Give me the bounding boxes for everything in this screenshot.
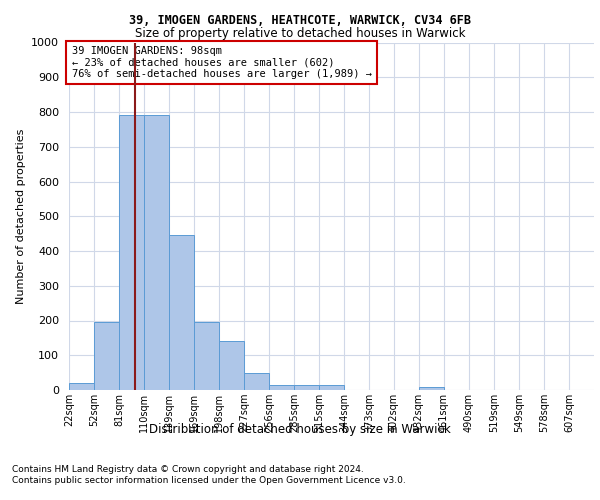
Bar: [144, 116, 169, 390]
Text: 39 IMOGEN GARDENS: 98sqm
← 23% of detached houses are smaller (602)
76% of semi-: 39 IMOGEN GARDENS: 98sqm ← 23% of detach…: [71, 46, 371, 79]
Bar: [194, 322, 219, 390]
Bar: [169, 236, 194, 390]
Text: Size of property relative to detached houses in Warwick: Size of property relative to detached ho…: [135, 28, 465, 40]
Bar: [119, 116, 144, 390]
Bar: [219, 342, 244, 390]
Bar: [419, 386, 444, 390]
Bar: [269, 385, 294, 390]
Bar: [294, 386, 319, 390]
Bar: [94, 322, 119, 390]
Bar: [319, 386, 344, 390]
Text: Contains HM Land Registry data © Crown copyright and database right 2024.: Contains HM Land Registry data © Crown c…: [12, 465, 364, 474]
Y-axis label: Number of detached properties: Number of detached properties: [16, 128, 26, 304]
Text: Distribution of detached houses by size in Warwick: Distribution of detached houses by size …: [149, 422, 451, 436]
Bar: [69, 383, 94, 390]
Bar: [244, 372, 269, 390]
Text: Contains public sector information licensed under the Open Government Licence v3: Contains public sector information licen…: [12, 476, 406, 485]
Text: 39, IMOGEN GARDENS, HEATHCOTE, WARWICK, CV34 6FB: 39, IMOGEN GARDENS, HEATHCOTE, WARWICK, …: [129, 14, 471, 27]
